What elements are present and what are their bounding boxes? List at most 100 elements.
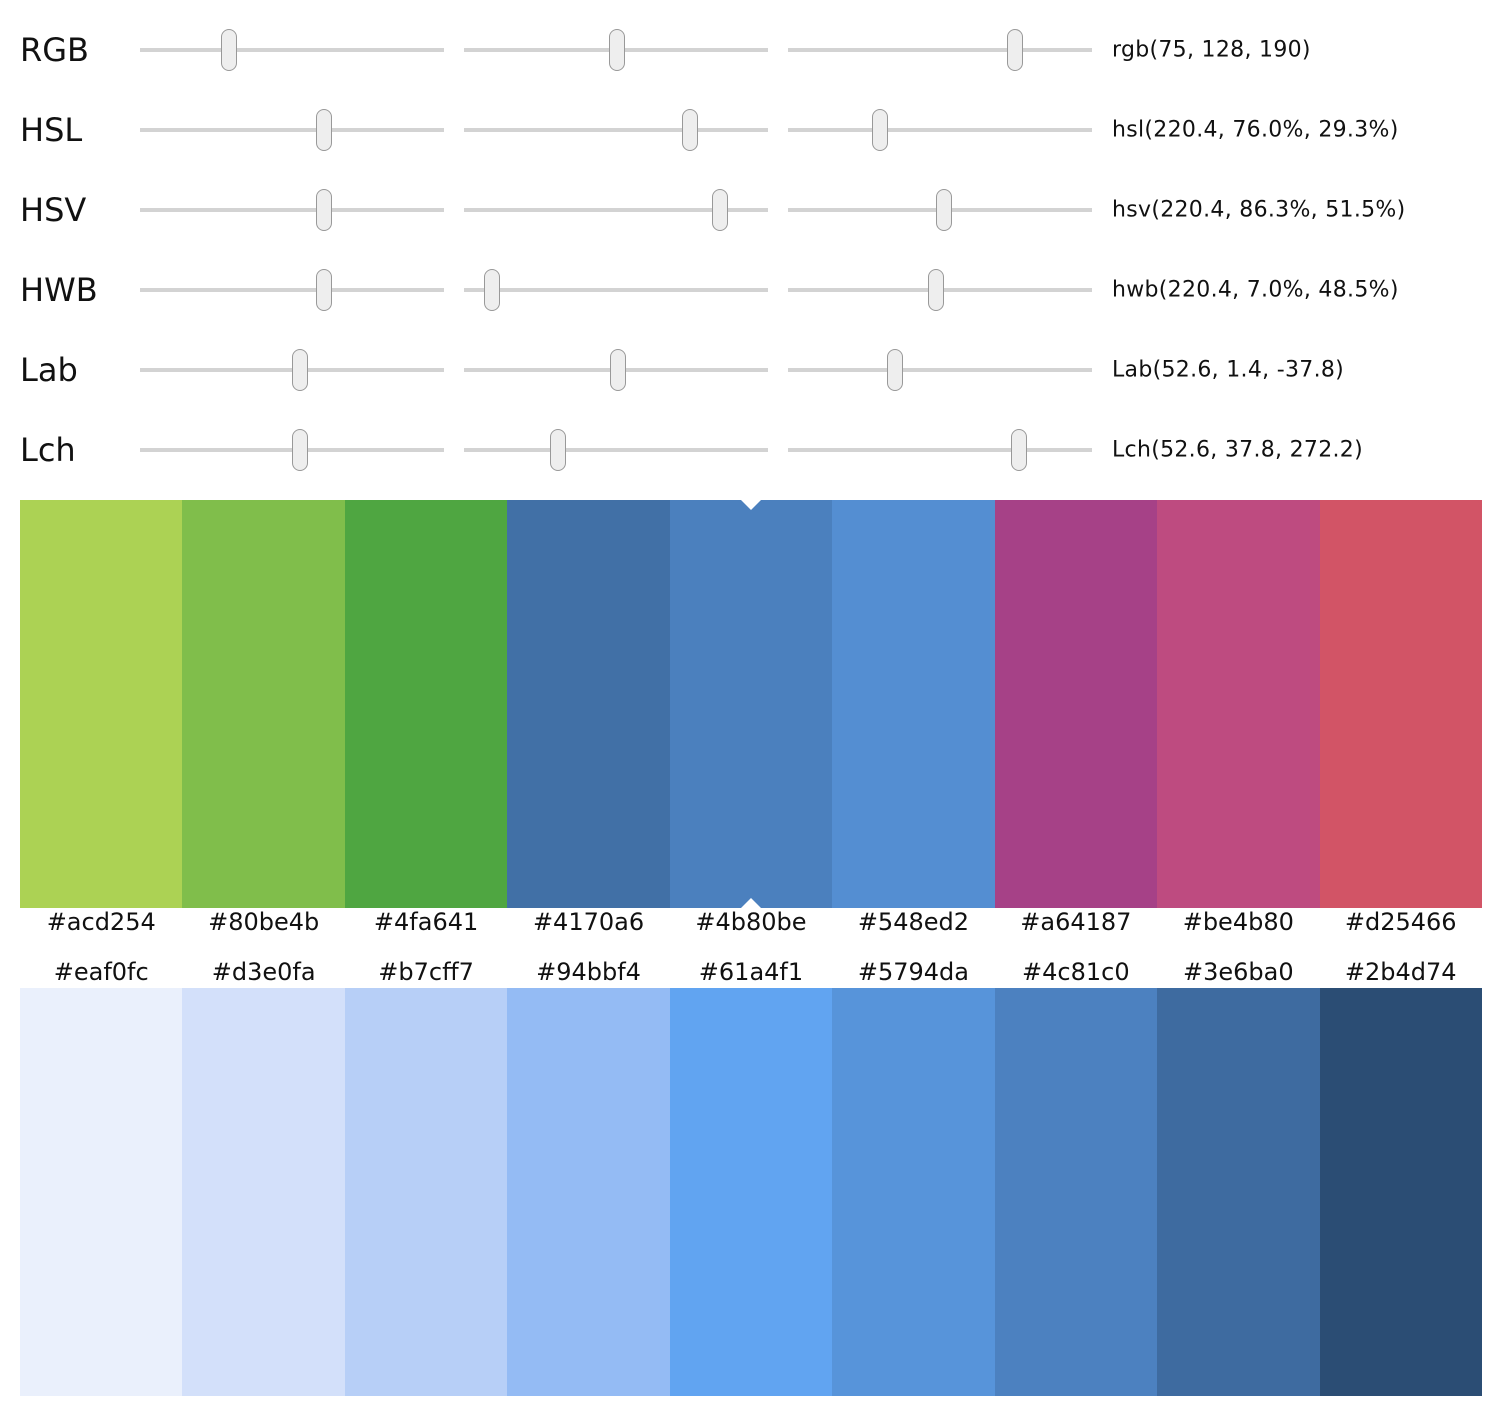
slider-track[interactable] bbox=[788, 128, 1092, 132]
slider-track[interactable] bbox=[464, 208, 768, 212]
color-swatch[interactable] bbox=[182, 988, 345, 1396]
slider-track[interactable] bbox=[464, 128, 768, 132]
model-value-text: Lch(52.6, 37.8, 272.2) bbox=[1112, 437, 1363, 463]
slider-track[interactable] bbox=[788, 368, 1092, 372]
channel-slider-3[interactable] bbox=[788, 410, 1092, 490]
slider-handle[interactable] bbox=[610, 349, 627, 391]
color-swatch[interactable] bbox=[507, 500, 670, 908]
slider-handle[interactable] bbox=[484, 269, 500, 311]
channel-slider-3[interactable] bbox=[788, 250, 1092, 330]
slider-track[interactable] bbox=[140, 208, 444, 212]
slider-track[interactable] bbox=[140, 288, 444, 292]
swatch-hex-label: #2b4d74 bbox=[1344, 958, 1457, 986]
slider-handle[interactable] bbox=[928, 269, 944, 311]
shade-swatch-row bbox=[20, 988, 1482, 1396]
swatch-hex-label: #61a4f1 bbox=[698, 958, 804, 986]
color-swatch[interactable] bbox=[832, 500, 995, 908]
color-swatch[interactable] bbox=[1157, 988, 1320, 1396]
slider-handle[interactable] bbox=[291, 429, 308, 471]
channel-slider-3[interactable] bbox=[788, 10, 1092, 90]
color-swatch[interactable] bbox=[994, 500, 1158, 908]
slider-handle[interactable] bbox=[872, 109, 889, 151]
channel-slider-2[interactable] bbox=[464, 170, 768, 250]
color-model-row-rgb: RGB rgb(75, 128, 190) bbox=[0, 10, 1501, 90]
swatch-hex-label: #4fa641 bbox=[373, 908, 479, 936]
channel-slider-2[interactable] bbox=[464, 250, 768, 330]
color-swatch[interactable] bbox=[20, 988, 183, 1396]
channel-slider-2[interactable] bbox=[464, 410, 768, 490]
slider-handle[interactable] bbox=[549, 429, 566, 471]
slider-handle[interactable] bbox=[712, 189, 728, 231]
swatch-hex-label: #4b80be bbox=[695, 908, 807, 936]
slider-track[interactable] bbox=[464, 448, 768, 452]
model-label: Lch bbox=[20, 431, 76, 469]
color-swatch[interactable] bbox=[507, 988, 670, 1396]
color-swatch[interactable] bbox=[344, 988, 508, 1396]
slider-handle[interactable] bbox=[1011, 429, 1027, 471]
harmony-hex-labels: #acd254 #80be4b #4fa641 #4170a6 #4b80be #548e… bbox=[20, 908, 1482, 936]
slider-track[interactable] bbox=[788, 448, 1092, 452]
model-value-text: hsv(220.4, 86.3%, 51.5%) bbox=[1112, 197, 1406, 223]
color-swatch[interactable] bbox=[20, 500, 183, 908]
slider-handle[interactable] bbox=[315, 269, 332, 311]
color-swatch[interactable] bbox=[1157, 500, 1320, 908]
model-label: RGB bbox=[20, 31, 89, 69]
slider-track[interactable] bbox=[788, 48, 1092, 52]
slider-handle[interactable] bbox=[221, 29, 238, 71]
swatch-hex-label: #94bbf4 bbox=[536, 958, 641, 986]
model-label: HSV bbox=[20, 191, 87, 229]
channel-slider-1[interactable] bbox=[140, 90, 444, 170]
model-label: Lab bbox=[20, 351, 78, 389]
swatch-hex-label: #acd254 bbox=[46, 908, 156, 936]
swatch-hex-label: #4170a6 bbox=[532, 908, 645, 936]
slider-handle[interactable] bbox=[608, 29, 625, 71]
slider-handle[interactable] bbox=[315, 109, 332, 151]
color-model-row-lch: Lch Lch(52.6, 37.8, 272.2) bbox=[0, 410, 1501, 490]
channel-slider-1[interactable] bbox=[140, 10, 444, 90]
swatch-hex-label: #4c81c0 bbox=[1022, 958, 1130, 986]
channel-slider-3[interactable] bbox=[788, 170, 1092, 250]
channel-slider-2[interactable] bbox=[464, 330, 768, 410]
channel-slider-3[interactable] bbox=[788, 90, 1092, 170]
channel-slider-2[interactable] bbox=[464, 10, 768, 90]
color-swatch[interactable] bbox=[182, 500, 345, 908]
color-swatch[interactable] bbox=[1319, 500, 1482, 908]
color-model-row-hsl: HSL hsl(220.4, 76.0%, 29.3%) bbox=[0, 90, 1501, 170]
swatch-hex-label: #3e6ba0 bbox=[1182, 958, 1294, 986]
slider-track[interactable] bbox=[140, 48, 444, 52]
color-swatch[interactable] bbox=[1319, 988, 1482, 1396]
slider-handle[interactable] bbox=[887, 349, 903, 391]
color-model-row-lab: Lab Lab(52.6, 1.4, -37.8) bbox=[0, 330, 1501, 410]
swatch-hex-label: #d3e0fa bbox=[211, 958, 316, 986]
slider-handle[interactable] bbox=[936, 189, 952, 231]
selected-marker-top bbox=[740, 500, 761, 510]
slider-handle[interactable] bbox=[1006, 29, 1023, 71]
channel-slider-1[interactable] bbox=[140, 170, 444, 250]
channel-slider-1[interactable] bbox=[140, 250, 444, 330]
model-value-text: Lab(52.6, 1.4, -37.8) bbox=[1112, 357, 1345, 383]
channel-slider-3[interactable] bbox=[788, 330, 1092, 410]
model-value-text: rgb(75, 128, 190) bbox=[1112, 37, 1311, 63]
slider-handle[interactable] bbox=[291, 349, 308, 391]
color-swatch[interactable] bbox=[669, 988, 833, 1396]
swatch-hex-label: #b7cff7 bbox=[378, 958, 474, 986]
channel-slider-2[interactable] bbox=[464, 90, 768, 170]
channel-slider-1[interactable] bbox=[140, 410, 444, 490]
slider-track[interactable] bbox=[140, 128, 444, 132]
model-label: HWB bbox=[20, 271, 98, 309]
slider-handle[interactable] bbox=[315, 189, 332, 231]
swatch-hex-label: #be4b80 bbox=[1182, 908, 1294, 936]
swatch-hex-label: #eaf0fc bbox=[53, 958, 149, 986]
color-swatch[interactable] bbox=[994, 988, 1158, 1396]
color-swatch[interactable] bbox=[669, 500, 833, 908]
color-swatch[interactable] bbox=[832, 988, 995, 1396]
color-model-row-hsv: HSV hsv(220.4, 86.3%, 51.5%) bbox=[0, 170, 1501, 250]
harmony-swatch-row bbox=[20, 500, 1482, 908]
color-model-row-hwb: HWB hwb(220.4, 7.0%, 48.5%) bbox=[0, 250, 1501, 330]
model-value-text: hsl(220.4, 76.0%, 29.3%) bbox=[1112, 117, 1399, 143]
channel-slider-1[interactable] bbox=[140, 330, 444, 410]
slider-handle[interactable] bbox=[681, 109, 698, 151]
slider-track[interactable] bbox=[464, 288, 768, 292]
color-swatch[interactable] bbox=[344, 500, 508, 908]
selected-marker-bottom bbox=[740, 898, 761, 908]
